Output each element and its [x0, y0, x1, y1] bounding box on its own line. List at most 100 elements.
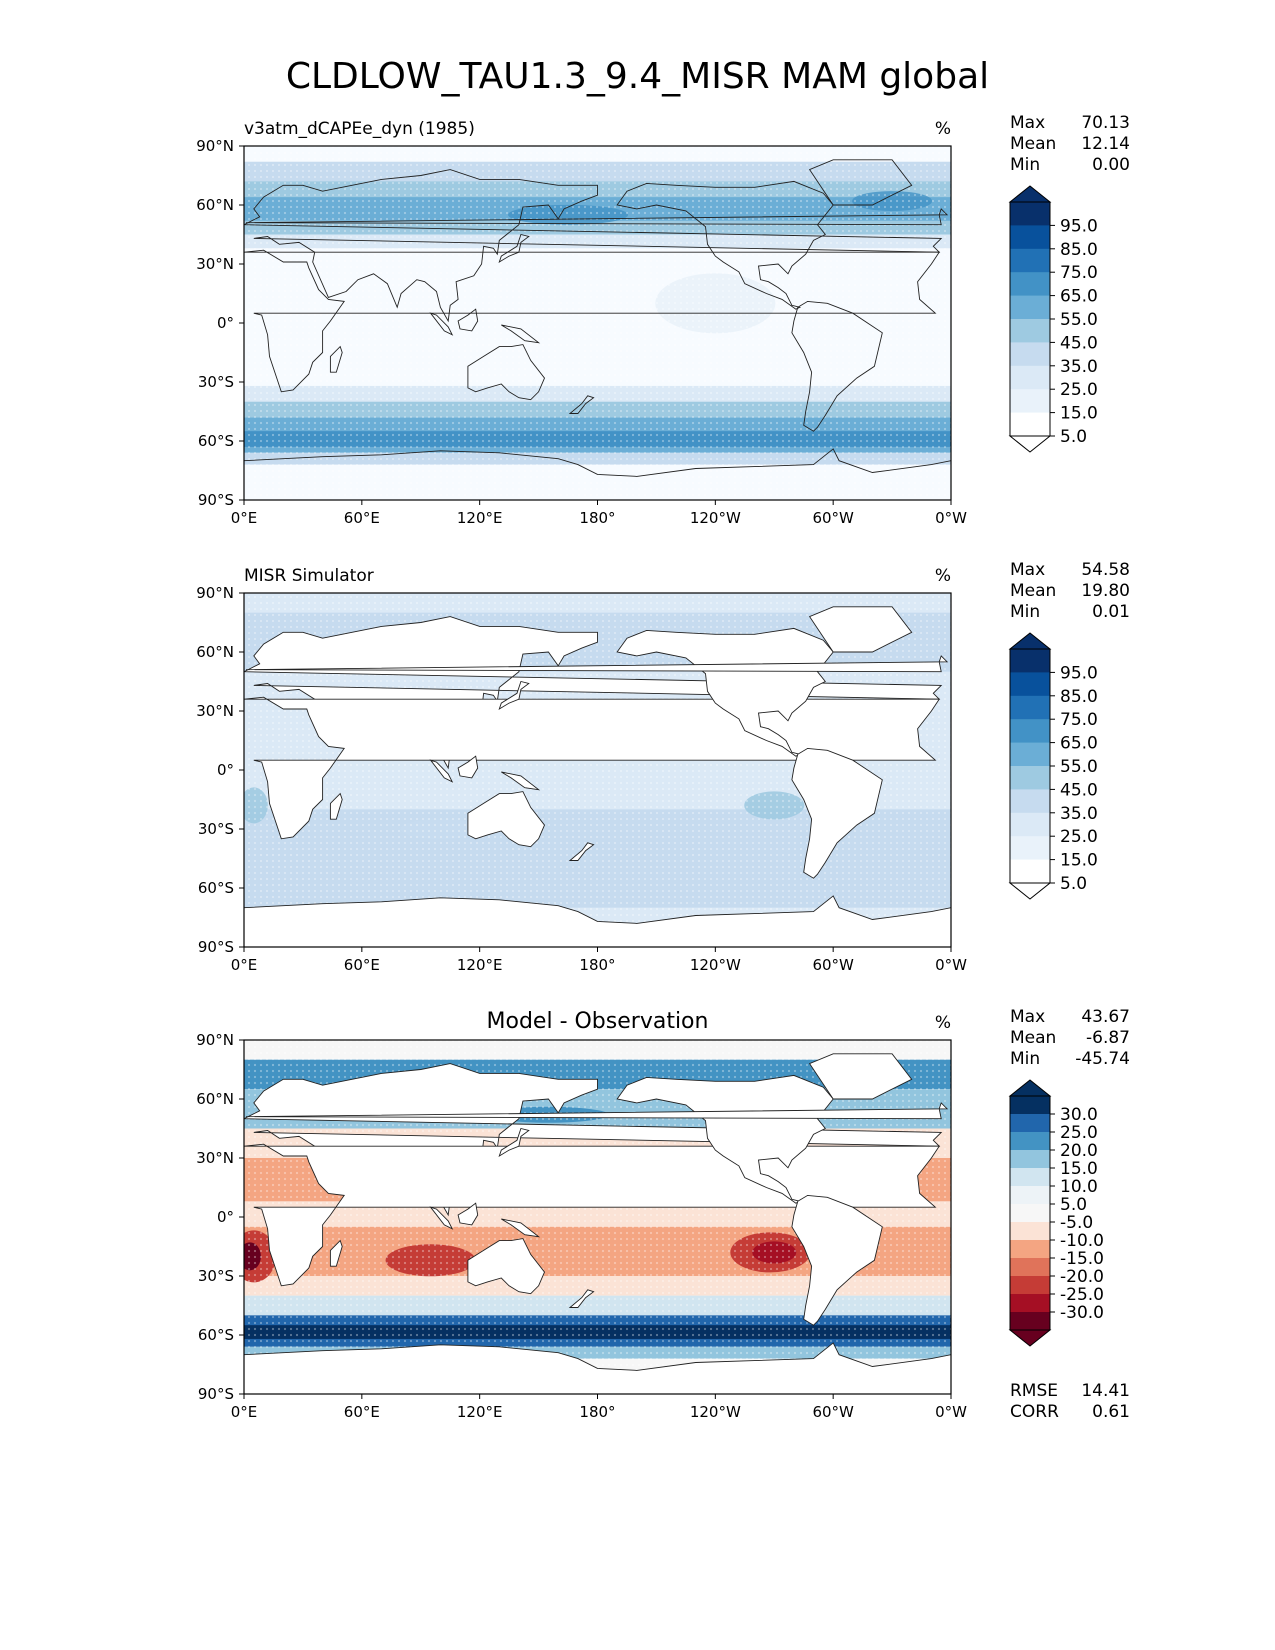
coastline-2 [616, 180, 834, 310]
y-tick-label: 30°N [196, 1149, 234, 1167]
stat-value-max: 70.13 [1081, 113, 1130, 133]
colorbar-extend-top [1008, 632, 1052, 650]
colorbar-tick-label: 85.0 [1060, 240, 1098, 260]
colorbar-tick-label: -25.0 [1060, 1285, 1104, 1305]
stat-value-min: 0.01 [1092, 602, 1130, 622]
colorbar-tick-label: 55.0 [1060, 310, 1098, 330]
colorbar-tick-label: -30.0 [1060, 1303, 1104, 1323]
stat-label-rmse: RMSE [1010, 1381, 1058, 1401]
stat-value-max: 54.58 [1081, 560, 1130, 580]
panel-title: MISR Simulator [244, 566, 374, 586]
y-tick-label: 90°N [196, 1031, 234, 1049]
units-label: % [935, 1013, 951, 1033]
coastline-10 [498, 680, 530, 711]
y-tick-label: 30°S [198, 373, 234, 391]
coastline-10 [498, 1127, 530, 1158]
stat-value-mean: -6.87 [1086, 1028, 1130, 1048]
coastline-10 [498, 233, 530, 264]
x-tick-label: 120°W [690, 509, 741, 527]
colorbar-tick-label: 5.0 [1060, 1195, 1087, 1215]
y-tick-label: 30°N [196, 702, 234, 720]
x-tick-label: 0°E [231, 1403, 258, 1421]
colorbar-bin [1010, 1150, 1050, 1169]
coastline-1 [244, 249, 941, 393]
colorbar-bin [1010, 1276, 1050, 1295]
coastline-7 [329, 345, 343, 373]
colorbar-bin [1010, 1222, 1050, 1241]
colorbar-bin [1010, 248, 1050, 273]
y-tick-label: 60°N [196, 643, 234, 661]
colorbar-tick-label: 35.0 [1060, 804, 1098, 824]
x-tick-label: 120°W [690, 956, 741, 974]
x-tick-label: 60°W [812, 509, 854, 527]
x-tick-label: 120°W [690, 1403, 741, 1421]
x-tick-label: 60°W [812, 956, 854, 974]
y-tick-label: 0° [217, 314, 234, 332]
x-tick-label: 180° [579, 509, 615, 527]
colorbar-bin [1010, 1294, 1050, 1313]
y-tick-label: 90°N [196, 137, 234, 155]
coastline-7 [329, 792, 343, 820]
colorbar-tick-label: 25.0 [1060, 827, 1098, 847]
coastline-11 [568, 842, 595, 861]
stat-label-mean: Mean [1010, 581, 1056, 601]
colorbar-extend-bottom [1008, 1329, 1052, 1347]
panel-title: Model - Observation [487, 1009, 709, 1034]
colorbar-tick-label: 85.0 [1060, 687, 1098, 707]
colorbar-tick-label: 95.0 [1060, 216, 1098, 236]
colorbar-tick-label: 95.0 [1060, 663, 1098, 683]
colorbar-tick-label: 15.0 [1060, 1159, 1098, 1179]
panel-test: 0°E 60°E 120°E 180° 120°W 60°W 0°W 90°N 60°N 30°N… [196, 113, 1130, 527]
coastline-13 [501, 324, 541, 344]
x-tick-label: 180° [579, 1403, 615, 1421]
x-tick-label: 0°W [935, 956, 967, 974]
colorbar-tick-label: 15.0 [1060, 851, 1098, 871]
coastline-9 [429, 1206, 454, 1230]
coastline-6 [244, 448, 951, 500]
y-tick-label: 90°N [196, 584, 234, 602]
colorbar-bin [1010, 412, 1050, 437]
colorbar-bin [1010, 342, 1050, 367]
units-label: % [935, 566, 951, 586]
x-tick-label: 0°E [231, 956, 258, 974]
colorbar-tick-label: 35.0 [1060, 357, 1098, 377]
coastline-2 [616, 1074, 834, 1204]
colorbar-tick-label: 45.0 [1060, 780, 1098, 800]
x-tick-label: 120°E [457, 1403, 503, 1421]
colorbar-bin [1010, 672, 1050, 697]
colorbar-extend-bottom [1008, 882, 1052, 900]
coastline-6 [244, 895, 951, 947]
colorbar-frame [1009, 1095, 1051, 1331]
panel-reference: 0°E 60°E 120°E 180° 120°W 60°W 0°W 90°N 60°N 30°N… [196, 560, 1130, 974]
coastline-9 [429, 759, 454, 783]
colorbar-tick-label: 65.0 [1060, 287, 1098, 307]
stat-label-max: Max [1010, 113, 1045, 133]
colorbar-tick-label: 5.0 [1060, 874, 1087, 894]
x-tick-label: 60°W [812, 1403, 854, 1421]
y-tick-label: 90°S [198, 491, 234, 509]
figure-title: CLDLOW_TAU1.3_9.4_MISR MAM global [285, 56, 990, 97]
colorbar-bin [1010, 1168, 1050, 1187]
coastlines-reference [244, 606, 951, 947]
colorbar-bin [1010, 789, 1050, 814]
stat-value-mean: 12.14 [1081, 134, 1130, 154]
stat-label-min: Min [1010, 155, 1040, 175]
y-tick-label: 60°S [198, 1326, 234, 1344]
colorbar-bin [1010, 295, 1050, 320]
colorbar-tick-label: 5.0 [1060, 427, 1087, 447]
colorbar-extend-top [1008, 1079, 1052, 1097]
y-tick-label: 0° [217, 761, 234, 779]
coastline-11 [568, 395, 595, 414]
stat-label-mean: Mean [1010, 134, 1056, 154]
colorbar-tick-label: 75.0 [1060, 263, 1098, 283]
y-tick-label: 60°N [196, 1090, 234, 1108]
coastline-5 [808, 1053, 913, 1100]
colorbar-extend-top [1008, 185, 1052, 203]
stat-label-max: Max [1010, 1007, 1045, 1027]
coastline-11 [568, 1289, 595, 1308]
x-tick-label: 60°E [344, 509, 380, 527]
x-tick-label: 60°E [344, 956, 380, 974]
x-tick-label: 120°E [457, 956, 503, 974]
map-field-test [244, 146, 951, 500]
